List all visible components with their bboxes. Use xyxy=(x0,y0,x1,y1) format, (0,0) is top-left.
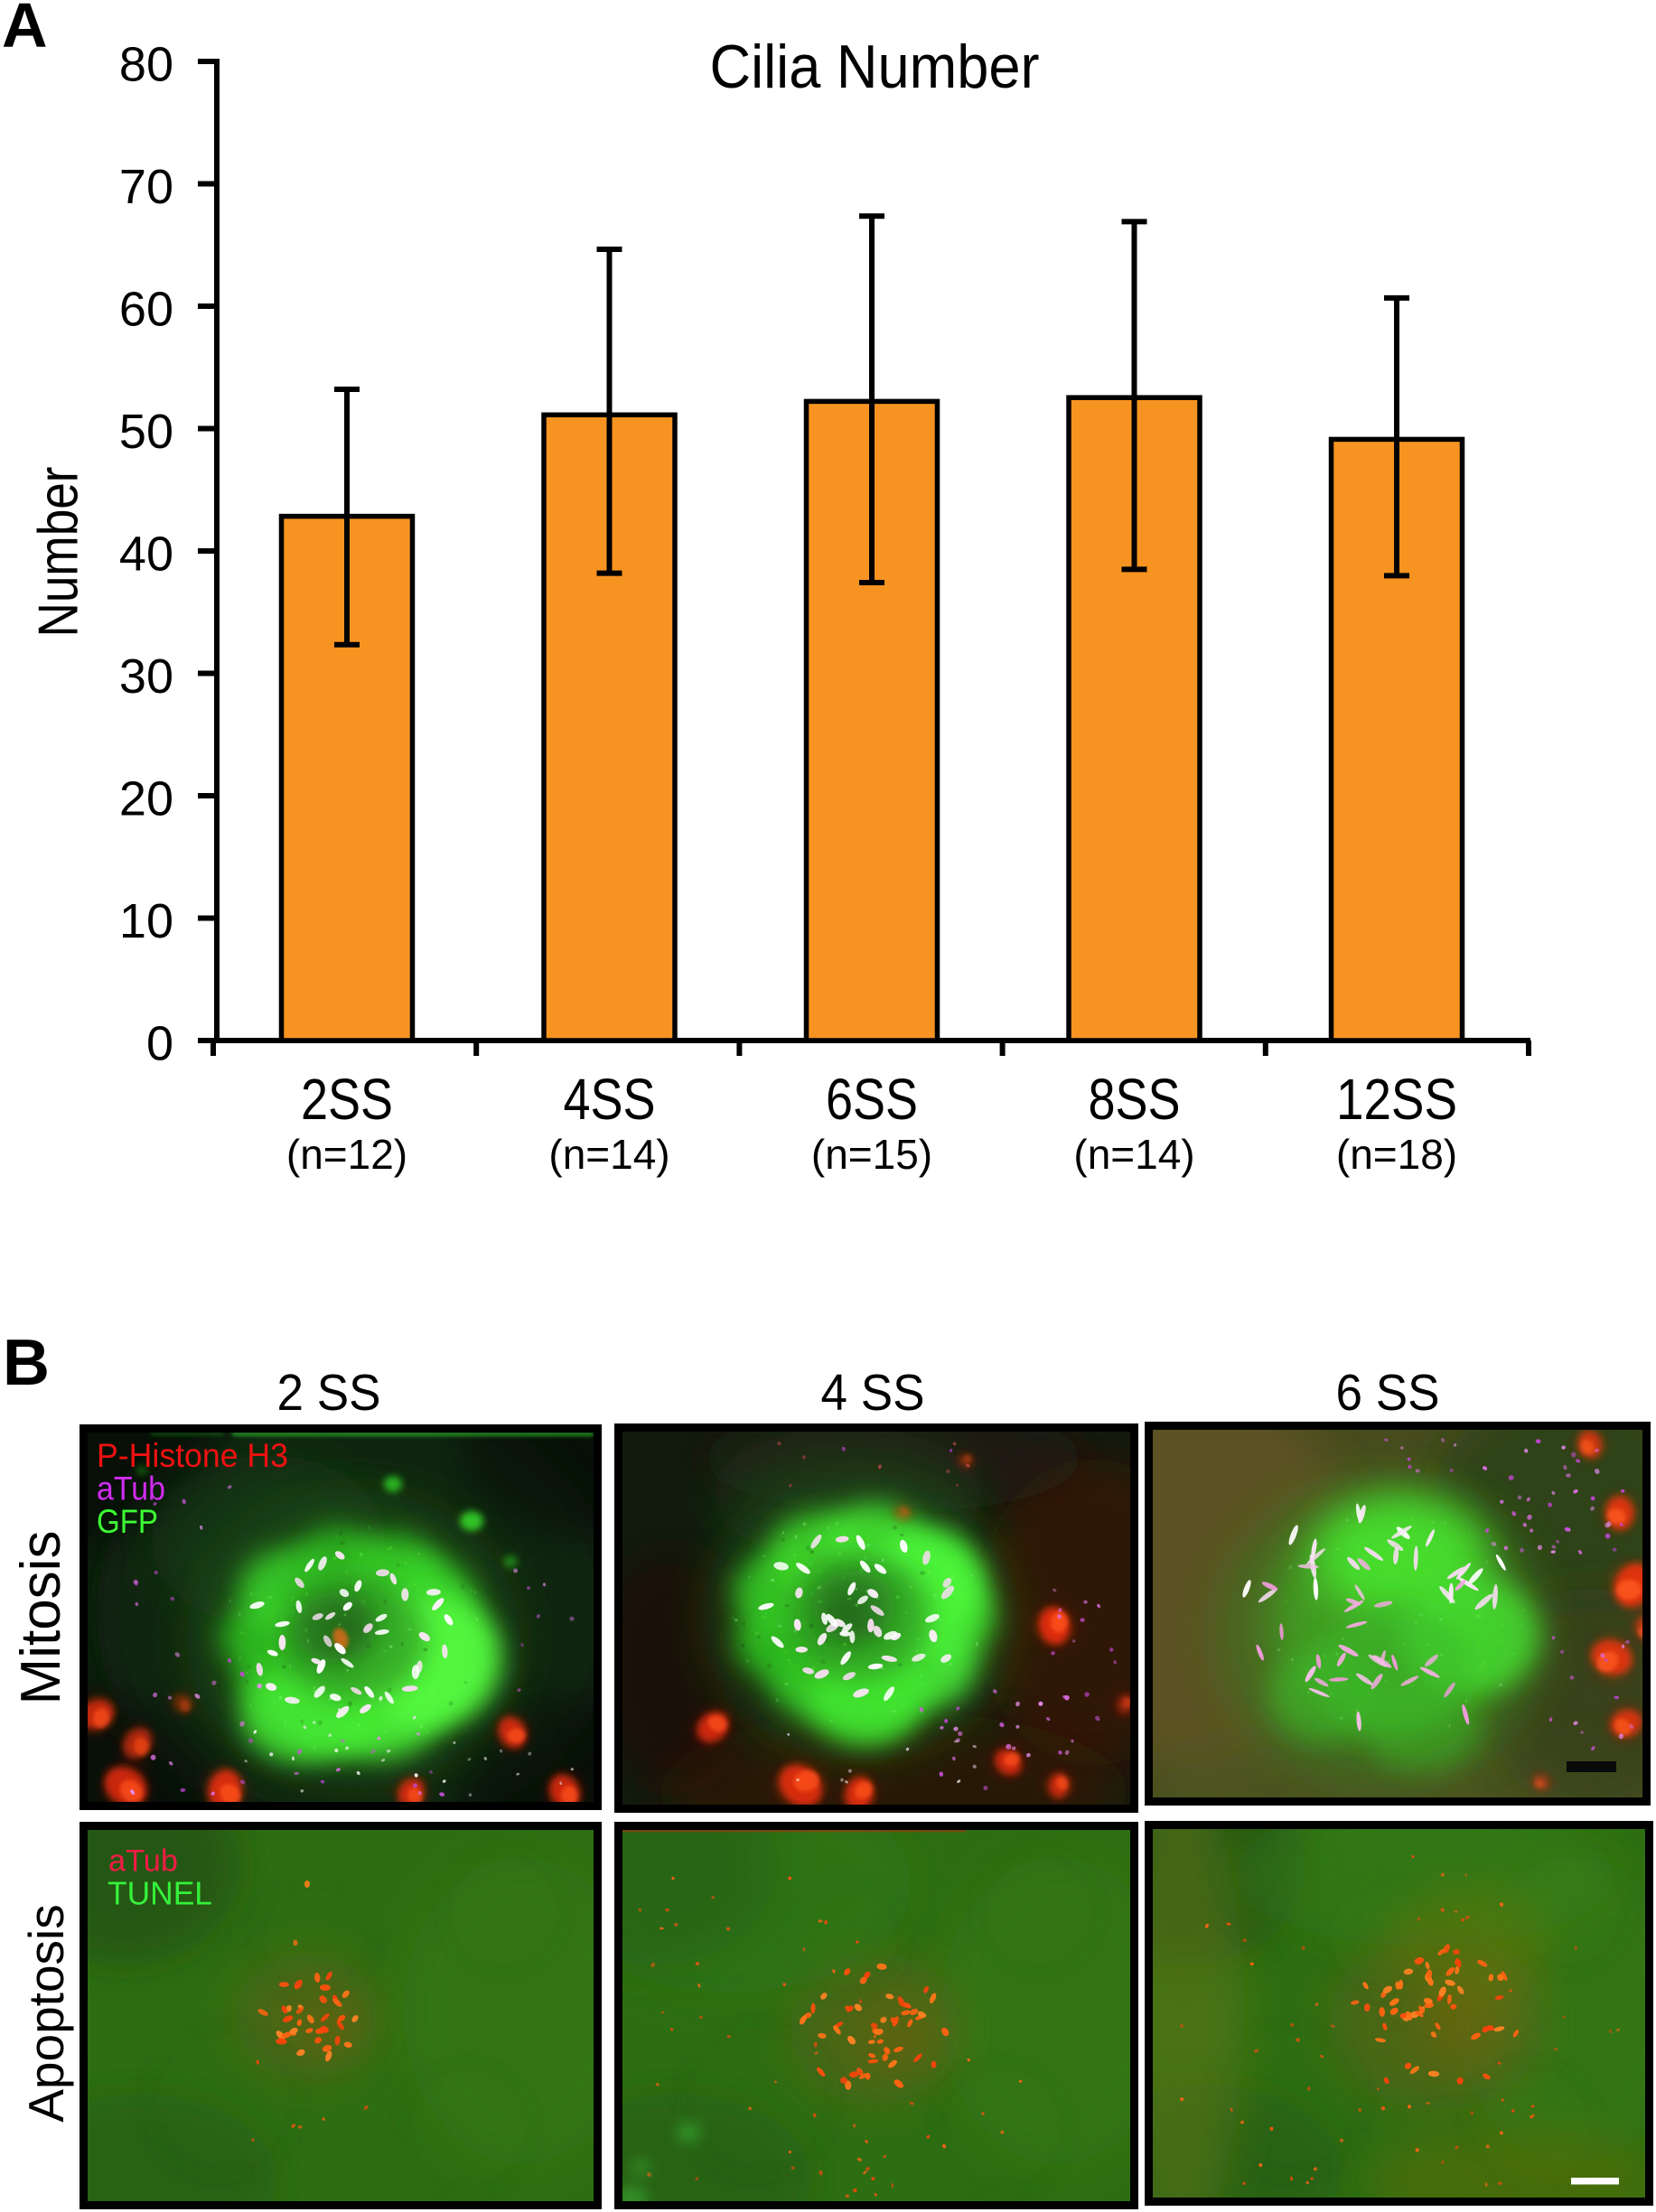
svg-text:(n=18): (n=18) xyxy=(1336,1131,1457,1178)
svg-text:8SS: 8SS xyxy=(1089,1067,1181,1132)
svg-text:4 SS: 4 SS xyxy=(821,1364,925,1422)
svg-text:Mitosis: Mitosis xyxy=(10,1531,72,1705)
svg-text:TUNEL: TUNEL xyxy=(108,1875,212,1912)
svg-text:P-Histone H3: P-Histone H3 xyxy=(97,1437,288,1474)
svg-text:2SS: 2SS xyxy=(301,1067,393,1132)
svg-text:0: 0 xyxy=(146,1017,173,1071)
svg-text:20: 20 xyxy=(119,772,173,826)
svg-text:(n=15): (n=15) xyxy=(811,1131,932,1178)
svg-text:Cilia Number: Cilia Number xyxy=(710,33,1040,101)
svg-text:6 SS: 6 SS xyxy=(1336,1364,1440,1422)
svg-text:(n=14): (n=14) xyxy=(548,1131,669,1178)
svg-text:40: 40 xyxy=(119,527,173,582)
svg-text:50: 50 xyxy=(119,405,173,459)
svg-text:4SS: 4SS xyxy=(564,1067,656,1132)
svg-text:GFP: GFP xyxy=(97,1503,158,1540)
svg-text:30: 30 xyxy=(119,649,173,704)
svg-text:(n=14): (n=14) xyxy=(1073,1131,1194,1178)
svg-text:aTub: aTub xyxy=(97,1470,165,1507)
svg-text:12SS: 12SS xyxy=(1336,1067,1457,1132)
svg-text:aTub: aTub xyxy=(108,1844,178,1879)
svg-text:70: 70 xyxy=(119,160,173,214)
svg-text:(n=12): (n=12) xyxy=(286,1131,407,1178)
svg-text:60: 60 xyxy=(119,283,173,337)
svg-text:Number: Number xyxy=(28,467,90,638)
svg-text:6SS: 6SS xyxy=(826,1067,918,1132)
svg-text:80: 80 xyxy=(119,38,173,92)
svg-text:2 SS: 2 SS xyxy=(277,1364,381,1422)
svg-text:A: A xyxy=(2,0,48,61)
svg-text:Apoptosis: Apoptosis xyxy=(18,1904,74,2123)
svg-text:10: 10 xyxy=(119,894,173,948)
svg-text:B: B xyxy=(3,1327,50,1399)
